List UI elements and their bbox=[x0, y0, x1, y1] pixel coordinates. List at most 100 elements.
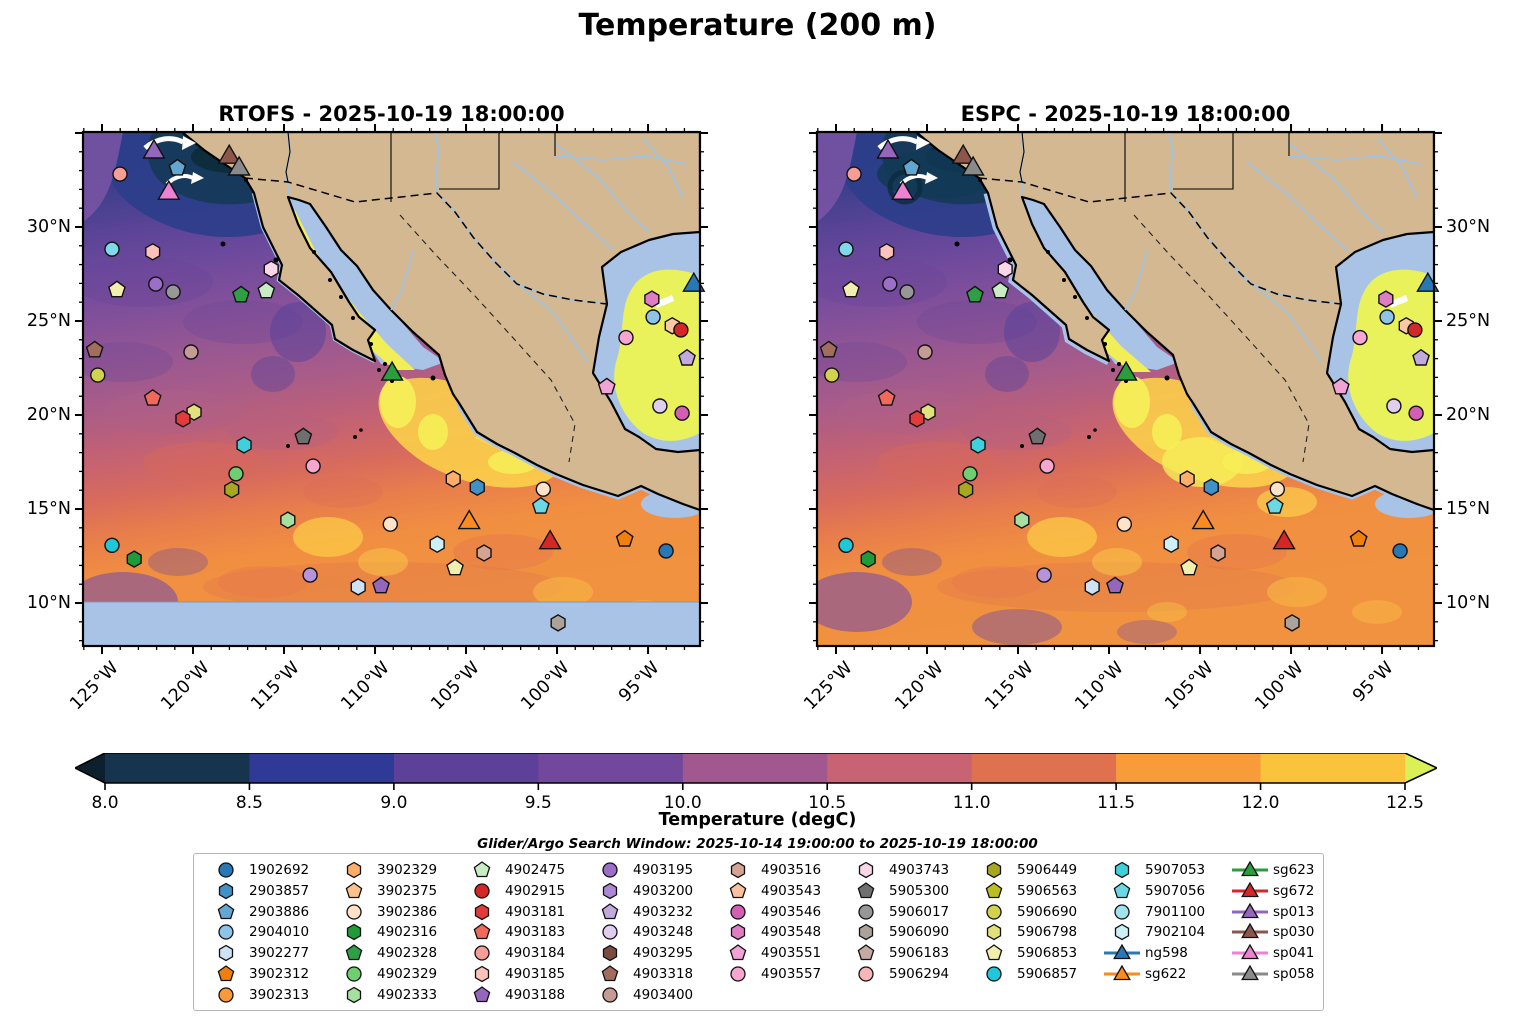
float-marker bbox=[838, 241, 854, 257]
legend-label: 5906294 bbox=[889, 966, 950, 982]
legend-item: 4902316 bbox=[334, 922, 437, 942]
legend-marker-icon bbox=[346, 861, 362, 879]
main-title: Temperature (200 m) bbox=[578, 8, 937, 43]
legend-label: 4903181 bbox=[505, 903, 566, 920]
island bbox=[312, 250, 316, 254]
float-marker bbox=[1349, 529, 1368, 547]
legend-label: sg622 bbox=[1145, 966, 1187, 982]
float-marker bbox=[228, 466, 244, 482]
legend-label: 5906690 bbox=[1017, 903, 1078, 920]
legend-marker-icon bbox=[474, 903, 490, 920]
island bbox=[353, 435, 357, 439]
legend-item: 4903295 bbox=[590, 943, 693, 963]
legend-item: sg623 bbox=[1230, 860, 1314, 880]
legend-item: 7901100 bbox=[1102, 902, 1205, 922]
legend-marker-icon bbox=[345, 881, 363, 898]
legend-label: 4902333 bbox=[377, 986, 438, 1003]
legend-item: 3902313 bbox=[206, 985, 309, 1005]
legend-item: 4902333 bbox=[334, 985, 437, 1005]
legend-item: 4903188 bbox=[462, 985, 565, 1005]
x-axis-tick-label: 115°W bbox=[246, 658, 304, 715]
current-arrow bbox=[877, 136, 919, 150]
river bbox=[512, 161, 614, 251]
float-marker bbox=[1378, 290, 1394, 308]
float-marker bbox=[445, 470, 461, 488]
island bbox=[430, 375, 436, 381]
float-marker bbox=[257, 281, 276, 299]
float-marker bbox=[104, 241, 120, 257]
float-marker bbox=[217, 143, 241, 164]
legend-label: 5905300 bbox=[889, 882, 950, 899]
float-marker bbox=[678, 348, 696, 366]
legend-item: sp041 bbox=[1230, 943, 1314, 963]
legend-item: 4903543 bbox=[718, 881, 821, 901]
float-marker bbox=[997, 260, 1013, 279]
legend-label: 4903188 bbox=[505, 986, 566, 1003]
legend-label: 4903195 bbox=[633, 862, 694, 878]
float-marker bbox=[958, 480, 974, 499]
legend-marker-icon bbox=[218, 862, 234, 878]
south-data-mask bbox=[83, 602, 700, 646]
island bbox=[1087, 435, 1091, 439]
legend-marker-icon bbox=[1114, 861, 1130, 879]
legend-label: 3902312 bbox=[249, 966, 310, 982]
x-axis-tick-label: 125°W bbox=[799, 658, 857, 715]
island bbox=[954, 241, 960, 247]
river bbox=[1288, 155, 1422, 165]
island bbox=[978, 178, 982, 182]
y-axis-tick-label: 25°N bbox=[26, 310, 71, 331]
legend-label: 5906090 bbox=[889, 924, 950, 941]
legend-label: 4903743 bbox=[889, 862, 950, 878]
legend-marker-icon bbox=[986, 966, 1002, 982]
legend-marker-icon bbox=[986, 861, 1002, 879]
y-axis-tick-label: 10°N bbox=[26, 592, 71, 613]
legend-label: 4903295 bbox=[633, 945, 694, 962]
float-marker bbox=[227, 155, 251, 176]
float-marker bbox=[652, 398, 668, 414]
legend-marker-icon bbox=[1232, 860, 1268, 877]
float-marker bbox=[1265, 496, 1284, 514]
legend-item: 4903548 bbox=[718, 922, 821, 942]
colorbar-segment bbox=[249, 753, 395, 783]
float-marker bbox=[674, 405, 690, 421]
current-arrow bbox=[1389, 295, 1408, 308]
legend-label: 4903248 bbox=[633, 924, 694, 941]
legend-item: 4903743 bbox=[846, 860, 949, 880]
float-marker bbox=[951, 143, 975, 164]
legend-item: sg622 bbox=[1102, 964, 1186, 984]
colorbar-tick-label: 10.0 bbox=[663, 793, 702, 813]
legend-label: 2904010 bbox=[249, 924, 310, 941]
state-border bbox=[439, 132, 500, 190]
legend-marker-icon bbox=[858, 861, 874, 879]
y-axis-tick-label: 30°N bbox=[26, 216, 71, 237]
legend-marker-icon bbox=[857, 944, 875, 961]
legend-marker-icon bbox=[1232, 923, 1268, 939]
x-axis-tick-label: 95°W bbox=[614, 658, 664, 707]
x-axis-tick-label: 115°W bbox=[980, 658, 1038, 715]
float-marker bbox=[1191, 509, 1215, 530]
float-marker bbox=[658, 543, 674, 559]
float-marker bbox=[469, 478, 485, 497]
float-marker bbox=[899, 284, 915, 300]
colorbar-tick-label: 11.0 bbox=[952, 793, 991, 813]
colorbar-segment bbox=[827, 753, 973, 783]
float-marker bbox=[372, 576, 390, 594]
float-marker bbox=[645, 309, 661, 325]
legend-marker-icon bbox=[729, 944, 747, 961]
float-marker bbox=[991, 281, 1010, 299]
float-marker bbox=[846, 166, 862, 182]
float-marker bbox=[382, 516, 398, 532]
legend-marker-icon bbox=[602, 987, 618, 1003]
island bbox=[328, 278, 332, 282]
legend-label: 5907053 bbox=[1145, 862, 1206, 878]
legend-item: 5905300 bbox=[846, 881, 949, 901]
legend-item: sg672 bbox=[1230, 881, 1314, 901]
colorbar-title: Temperature (degC) bbox=[658, 810, 857, 830]
legend-label: 5907056 bbox=[1145, 882, 1206, 899]
legend-label: 3902329 bbox=[377, 862, 438, 878]
legend-label: 4903543 bbox=[761, 882, 822, 899]
legend-item: ng598 bbox=[1102, 943, 1188, 963]
colorbar-segment bbox=[971, 753, 1117, 783]
legend-marker-icon bbox=[858, 903, 874, 920]
